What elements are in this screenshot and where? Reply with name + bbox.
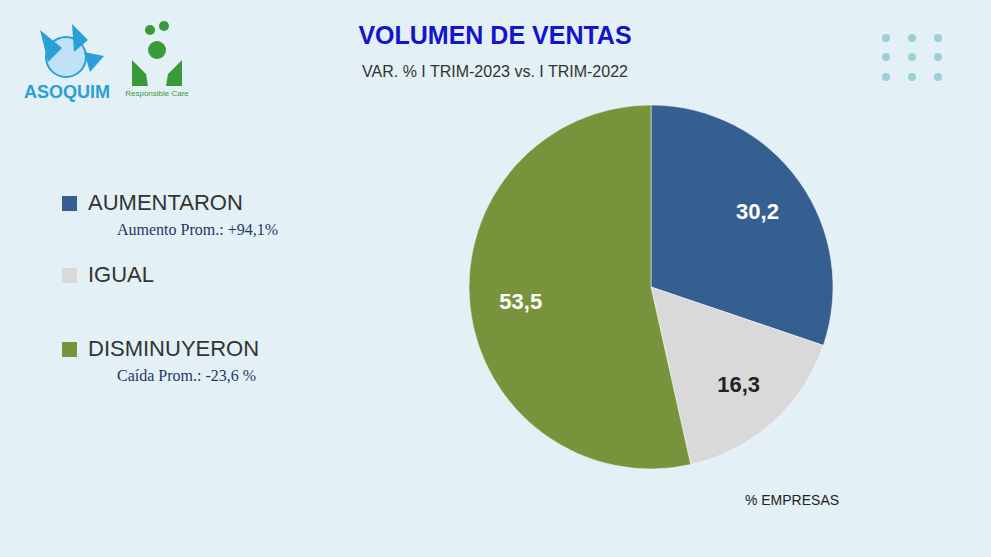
decor-dot: [882, 73, 890, 81]
logo-text: ASOQUIM: [24, 82, 110, 102]
data-label: 30,2: [736, 199, 779, 224]
logo-text: Responsible Care: [125, 89, 189, 98]
decor-dot: [882, 34, 890, 42]
logo-shape: [145, 25, 155, 35]
data-label: 16,3: [717, 372, 760, 397]
logo-shape: [40, 24, 104, 72]
logo-shape: [159, 21, 169, 31]
annotation: Aumento Prom.: +94,1%: [117, 221, 278, 238]
unit-label: % EMPRESAS: [745, 492, 839, 508]
decor-dot: [934, 53, 942, 61]
legend-swatch: [62, 268, 77, 283]
legend-swatch: [62, 342, 77, 357]
title: VOLUMEN DE VENTAS: [358, 21, 631, 49]
data-label: 53,5: [499, 289, 542, 314]
legend-swatch: [62, 196, 77, 211]
logo-shape: [132, 60, 182, 86]
annotation: Caída Prom.: -23,6 %: [117, 367, 256, 384]
decor-dot: [908, 34, 916, 42]
decor-dot: [908, 53, 916, 61]
logo-responsible-care: [132, 21, 182, 86]
logo-shape: [148, 41, 166, 59]
chart: ASOQUIM Responsible Care VOLUMEN DE VENTAS…: [0, 0, 991, 557]
legend-label: AUMENTARON: [88, 190, 243, 215]
decor-dot: [934, 73, 942, 81]
subtitle: VAR. % I TRIM-2023 vs. I TRIM-2022: [362, 63, 628, 80]
decor-dot: [908, 73, 916, 81]
pie: [469, 105, 833, 469]
logo-asoquim: [40, 24, 104, 77]
decor-dot: [934, 34, 942, 42]
background: [0, 0, 991, 557]
legend-label: IGUAL: [88, 262, 154, 287]
decor-dot: [882, 53, 890, 61]
pie-slice: [469, 105, 691, 469]
legend-label: DISMINUYERON: [88, 336, 259, 361]
